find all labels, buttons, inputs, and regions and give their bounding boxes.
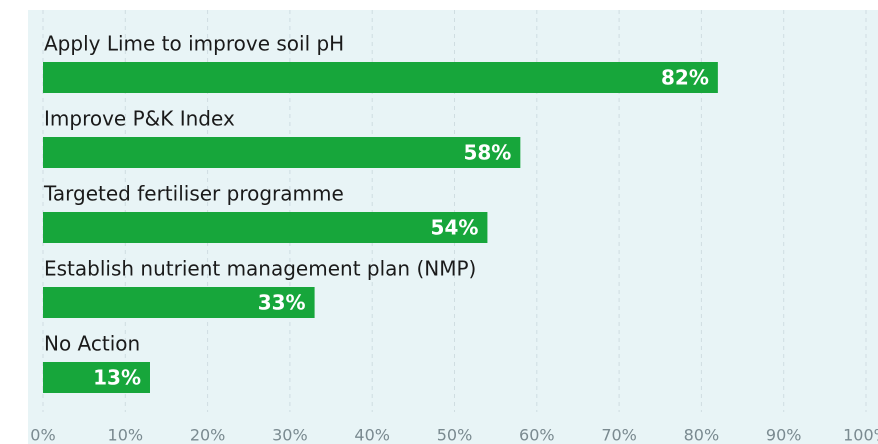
x-tick-label: 0% (30, 426, 55, 444)
value-label: 33% (258, 291, 306, 315)
bar (43, 362, 150, 393)
bar (43, 62, 718, 93)
x-tick-label: 80% (684, 426, 720, 444)
x-tick-label: 60% (519, 426, 555, 444)
bar (43, 137, 521, 168)
category-label: Establish nutrient management plan (NMP) (44, 257, 476, 281)
category-label: Improve P&K Index (44, 107, 235, 131)
bar (43, 212, 488, 243)
x-tick-label: 10% (108, 426, 144, 444)
category-label: Targeted fertiliser programme (43, 182, 344, 206)
value-label: 58% (463, 141, 511, 165)
x-tick-label: 20% (190, 426, 226, 444)
category-label: No Action (44, 332, 140, 356)
category-label: Apply Lime to improve soil pH (44, 32, 344, 56)
x-tick-label: 30% (272, 426, 308, 444)
value-label: 54% (431, 216, 479, 240)
x-tick-label: 90% (766, 426, 802, 444)
x-tick-label: 70% (601, 426, 637, 444)
x-tick-label: 50% (437, 426, 473, 444)
bar (43, 287, 315, 318)
x-tick-label: 100% (843, 426, 878, 444)
x-tick-label: 40% (354, 426, 390, 444)
value-label: 82% (661, 66, 709, 90)
value-label: 13% (93, 366, 141, 390)
